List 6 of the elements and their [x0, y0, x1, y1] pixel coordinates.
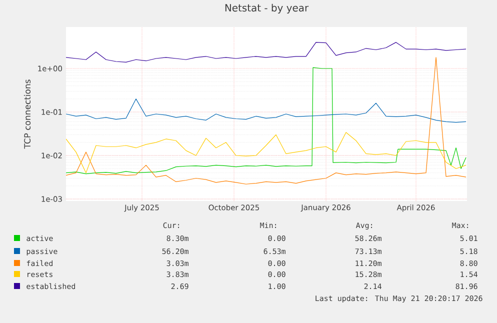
line-series: [66, 98, 466, 123]
chart-title: Netstat - by year: [225, 4, 309, 14]
line-series: [66, 132, 466, 174]
y-axis-title: TCP connections: [24, 80, 31, 149]
line-series: [66, 57, 466, 184]
line-series: [66, 42, 466, 62]
